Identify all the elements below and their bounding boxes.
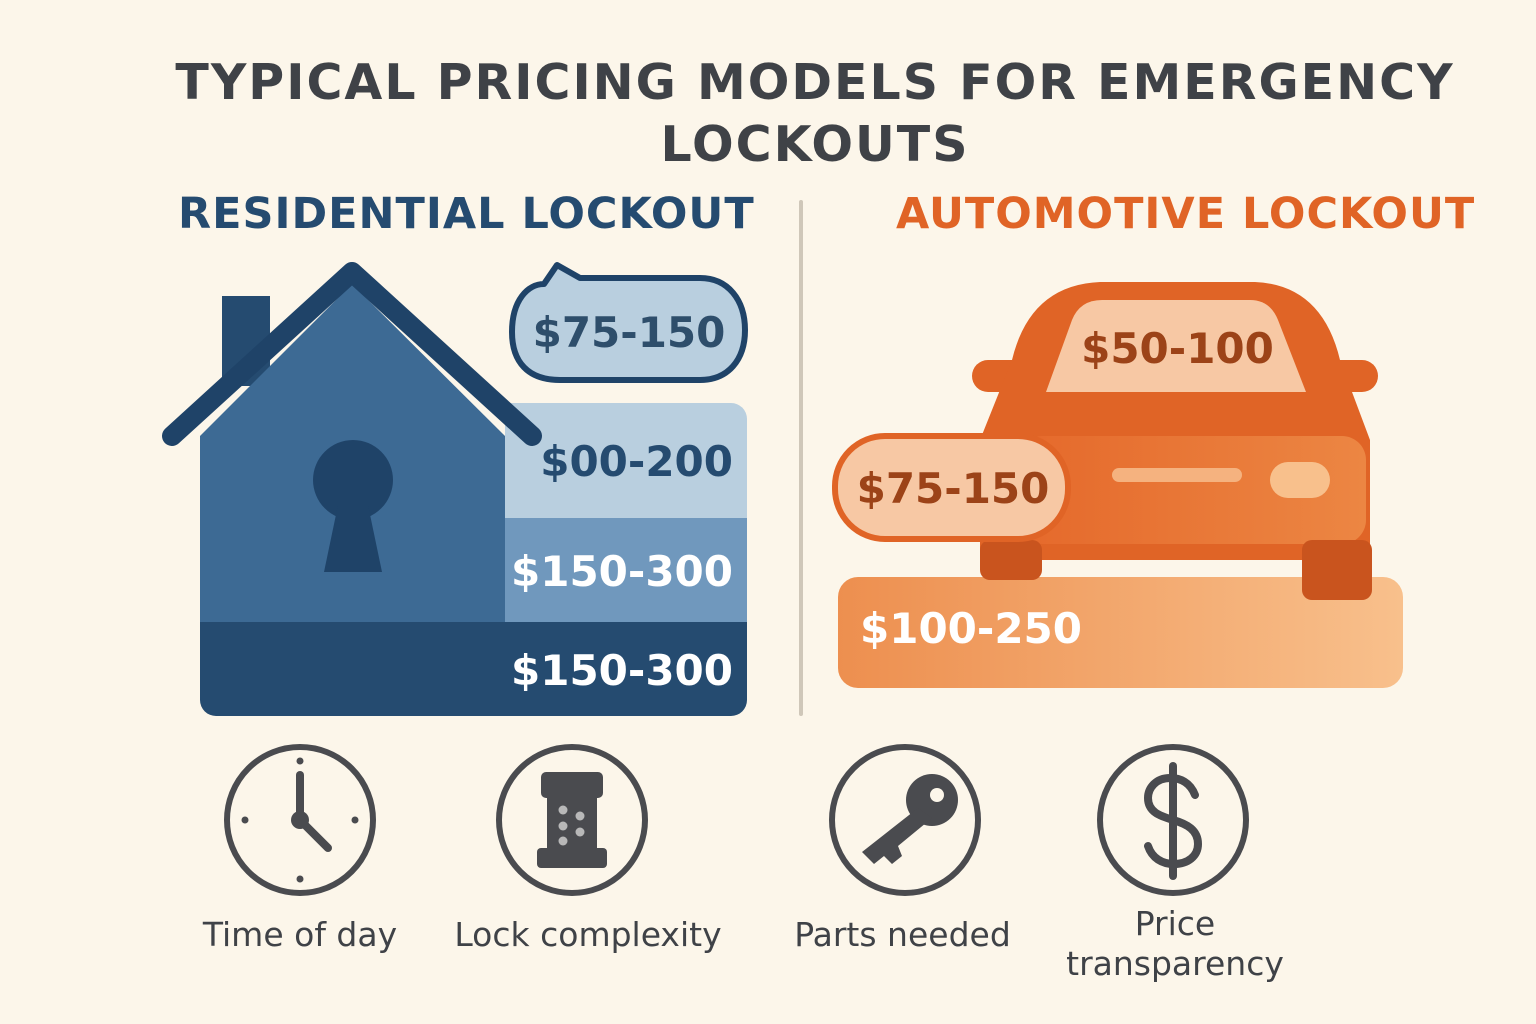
residential-tier-3-price: $150-300 xyxy=(511,646,733,695)
car-grille xyxy=(1112,468,1242,482)
clock-icon xyxy=(224,744,376,896)
tier-light xyxy=(505,403,747,520)
residential-heading: RESIDENTIAL LOCKOUT xyxy=(178,189,755,239)
keyhole-top xyxy=(313,440,393,520)
house-icon xyxy=(162,262,542,622)
car-headlight xyxy=(1270,462,1330,498)
car-wheel-left xyxy=(980,540,1042,580)
car-side-price-bubble xyxy=(832,433,1071,542)
residential-tier-panel xyxy=(200,403,747,716)
residential-bubble-price: $75-150 xyxy=(532,308,726,357)
car-wheel-right xyxy=(1302,540,1372,600)
section-divider xyxy=(799,200,803,716)
dollar-icon xyxy=(1097,744,1249,896)
automotive-windshield-price: $50-100 xyxy=(1081,324,1274,373)
residential-price-bubble xyxy=(509,262,748,383)
factor-label-price-transparency: Price transparency xyxy=(1066,904,1284,983)
factor-label-time-of-day: Time of day xyxy=(202,915,398,954)
house-roof xyxy=(162,262,542,446)
car-icon xyxy=(832,282,1403,688)
tier-dark xyxy=(200,622,747,716)
page-title: TYPICAL PRICING MODELS FOR EMERGENCY LOC… xyxy=(175,54,1455,173)
factor-label-parts-needed: Parts needed xyxy=(794,915,1011,954)
factor-label-lock-complexity: Lock complexity xyxy=(454,915,722,954)
residential-tier-2-price: $150-300 xyxy=(511,547,733,596)
automotive-side-price: $75-150 xyxy=(856,464,1050,513)
automotive-base-price: $100-250 xyxy=(860,604,1082,653)
automotive-heading: AUTOMOTIVE LOCKOUT xyxy=(896,189,1476,239)
car-base-band xyxy=(838,577,1403,688)
car-front xyxy=(1018,436,1366,544)
residential-tier-1-price: $00-200 xyxy=(540,437,733,486)
car-windshield xyxy=(1046,300,1306,392)
keyhole-bottom xyxy=(324,505,382,572)
key-icon xyxy=(829,744,981,896)
lock-cylinder-icon xyxy=(496,744,648,896)
tier-mid xyxy=(505,518,747,624)
